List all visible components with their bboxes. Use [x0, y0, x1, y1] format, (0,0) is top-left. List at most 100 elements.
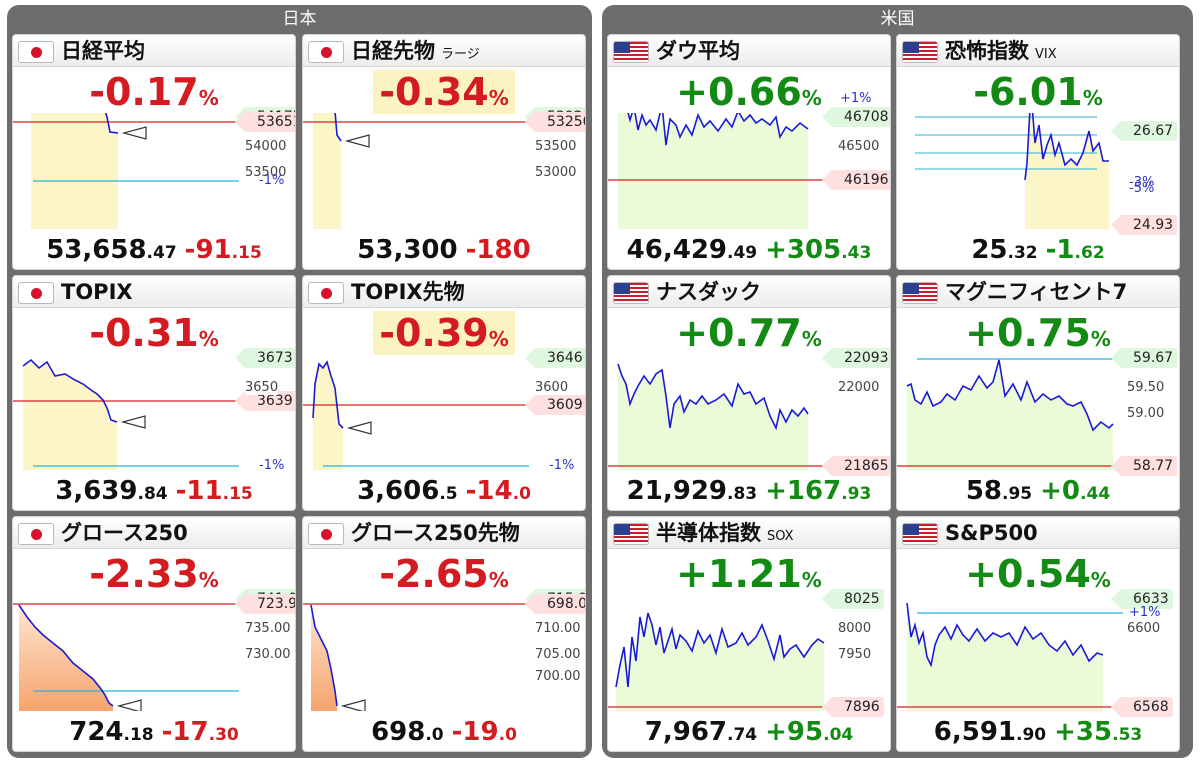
price-decimal: .90 — [1016, 725, 1047, 745]
index-title: ナスダック — [656, 280, 761, 304]
us-flag-icon — [902, 282, 938, 304]
percent-change: +0.54% — [965, 552, 1111, 596]
low-tag: 7896 — [822, 697, 884, 717]
low-tag: 53651 — [235, 112, 295, 132]
card-header: グロース250先物 — [303, 517, 585, 549]
price-line — [617, 363, 809, 431]
change-value: -14.0 — [465, 476, 531, 506]
percent-label: -1% — [549, 458, 575, 473]
us-flag-icon — [613, 523, 649, 545]
percent-label: +1% — [1129, 605, 1161, 620]
low-tag: 723.96 — [235, 594, 295, 614]
scale-label: 53000 — [535, 165, 577, 180]
scale-label: 710.00 — [535, 621, 581, 636]
percent-label: -1% — [259, 173, 285, 188]
index-card[interactable]: 恐怖指数 VIX -6.01% 26.67 24.93 25.32 -1.62 -3% -5% — [896, 34, 1180, 270]
percent-label: -5% — [1129, 181, 1155, 196]
low-tag: 53250 — [525, 112, 585, 132]
index-title: TOPIX先物 — [351, 280, 465, 304]
price-value: 7,967 — [644, 717, 728, 747]
card-header: 日経先物 ラージ — [303, 35, 585, 67]
price-chart — [13, 603, 295, 711]
percent-change: -0.17% — [89, 70, 219, 114]
price-value: 3,639 — [55, 476, 138, 506]
us-flag-icon — [613, 41, 649, 63]
price-line — [1024, 113, 1109, 181]
price-line — [312, 360, 344, 429]
index-card[interactable]: 半導体指数 SOX +1.21% 8025 7896 7,967.74 +95.04 8000… — [607, 516, 891, 752]
index-subtitle: VIX — [1035, 47, 1057, 62]
percent-change: -0.39% — [303, 311, 585, 355]
price-line — [627, 113, 809, 146]
price-value: 3,606 — [357, 476, 440, 506]
price-area — [907, 360, 1113, 470]
change-value: +305.43 — [765, 235, 872, 265]
price-line — [615, 612, 825, 688]
change-value: +35.53 — [1054, 717, 1143, 747]
index-card[interactable]: S&P500 +0.54% 6633 6568 6,591.90 +35.53 6600 +1… — [896, 516, 1180, 752]
japan-flag-icon — [18, 523, 54, 545]
index-card[interactable]: TOPIX先物 -0.39% 3646 3609 3,606.5 -14.0 3600 -1% — [302, 275, 586, 511]
index-card[interactable]: 日経平均-0.17%541755365153,658.47-91.1554000… — [12, 34, 296, 270]
percent-change: -0.34% — [303, 70, 585, 114]
scale-label: 7950 — [838, 647, 872, 662]
price-row: 21,929.83 +167.93 — [608, 472, 890, 510]
last-price-marker — [346, 421, 372, 435]
scale-label: 730.00 — [245, 647, 291, 662]
price-value: 724 — [69, 717, 124, 747]
price-chart — [13, 358, 295, 470]
japan-flag-icon — [308, 282, 344, 304]
percent-change: +0.77% — [676, 311, 822, 355]
card-header: TOPIX先物 — [303, 276, 585, 308]
price-value: 53,300 — [357, 235, 458, 265]
price-value: 6,591 — [933, 717, 1017, 747]
high-tag: 46708 — [822, 107, 890, 127]
index-card[interactable]: グロース250-2.33%741.01723.96724.18-17.30735… — [12, 516, 296, 752]
low-tag: 21865 — [822, 456, 890, 476]
low-tag: 24.93 — [1110, 215, 1178, 235]
index-card[interactable]: マグニフィセント7 +0.75% 59.67 58.77 58.95 +0.44 59.50… — [896, 275, 1180, 511]
change-value: -17.30 — [161, 717, 239, 747]
price-value: 46,429 — [626, 235, 728, 265]
index-title: 日経先物 ラージ — [351, 39, 480, 63]
us-flag-icon — [902, 41, 938, 63]
price-row: 698.0 -19.0 — [303, 713, 585, 751]
card-header: TOPIX — [13, 276, 295, 308]
price-chart — [915, 113, 1109, 229]
low-tag: 698.00 — [525, 594, 585, 614]
japan-flag-icon — [18, 282, 54, 304]
change-value: -1.62 — [1045, 235, 1105, 265]
change-value: +95.04 — [765, 717, 854, 747]
card-header: ダウ平均 — [608, 35, 890, 67]
price-row: 53,300 -180 — [303, 231, 585, 269]
scale-label: 59.00 — [1127, 406, 1165, 421]
price-row: 724.18 -17.30 — [13, 713, 295, 751]
scale-label: 8000 — [838, 621, 872, 636]
index-title: グロース250先物 — [351, 521, 520, 545]
scale-label: 53500 — [245, 165, 287, 180]
price-value: 21,929 — [626, 476, 728, 506]
japan-flag-dot — [321, 47, 332, 58]
price-chart — [897, 358, 1123, 470]
high-tag: 3646 — [525, 348, 585, 368]
index-card[interactable]: 日経先物ラージ-0.34%539205325053,300-1805350053… — [302, 34, 586, 270]
price-area — [19, 605, 113, 711]
price-decimal: .83 — [727, 484, 758, 504]
index-card[interactable]: TOPIX -0.31% 3673 3639 3,639.84 -11.15 3650 -1% — [12, 275, 296, 511]
index-subtitle: SOX — [767, 529, 794, 544]
index-card[interactable]: ダウ平均 +0.66% 46708 46196 46,429.49 +305.43 4650… — [607, 34, 891, 270]
japan-flag-dot — [321, 529, 332, 540]
price-area — [616, 613, 824, 711]
price-line — [310, 604, 338, 707]
price-line — [104, 113, 119, 134]
change-value: -91.15 — [184, 235, 262, 265]
change-value: +167.93 — [765, 476, 872, 506]
low-tag: 3639 — [235, 391, 295, 411]
price-row: 58.95 +0.44 — [897, 472, 1179, 510]
index-title: ダウ平均 — [656, 39, 740, 63]
low-tag: 46196 — [822, 170, 890, 190]
index-card[interactable]: グロース250先物-2.65%715.00698.00698.0-19.0710… — [302, 516, 586, 752]
last-price-marker — [116, 699, 142, 711]
index-card[interactable]: ナスダック +0.77% 22093 21865 21,929.83 +167.93 220… — [607, 275, 891, 511]
percent-change: +1.21% — [676, 552, 822, 596]
